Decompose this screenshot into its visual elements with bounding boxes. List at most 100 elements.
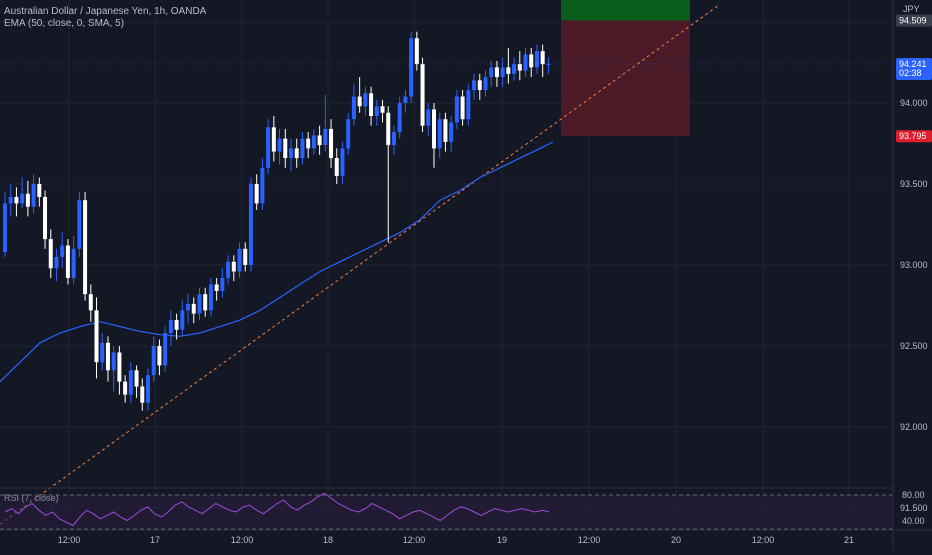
stop-price-badge-bg: [896, 130, 932, 143]
candle-body: [323, 128, 328, 146]
candle: [403, 90, 408, 113]
candle-body: [231, 261, 236, 272]
candle: [426, 103, 431, 136]
candle: [203, 287, 208, 317]
symbol-title: Australian Dollar / Japanese Yen, 1h, OA…: [4, 6, 207, 17]
candle-body: [506, 67, 511, 74]
candle-body: [363, 93, 368, 107]
time-axis[interactable]: 12:00 17 12:00 18 12:00 19 12:00 20 12:00 21: [0, 529, 932, 545]
candle-body: [248, 184, 253, 265]
candle: [14, 187, 19, 217]
candle: [197, 287, 202, 321]
candle: [397, 96, 402, 139]
candle: [374, 99, 379, 126]
candle-body: [180, 310, 185, 330]
time-tick-label: 12:00: [752, 535, 775, 545]
candle-body: [529, 54, 534, 68]
candle-body: [386, 112, 391, 146]
candle: [77, 192, 82, 257]
candle: [163, 326, 168, 372]
candle: [380, 99, 385, 123]
candle: [151, 336, 156, 382]
candle-body: [203, 294, 208, 311]
candle: [174, 313, 179, 340]
candle: [283, 128, 288, 168]
candle-body: [517, 64, 522, 71]
candle: [88, 284, 93, 322]
candle: [449, 115, 454, 152]
target-zone: [561, 0, 690, 21]
candle: [289, 138, 293, 172]
candle: [100, 333, 105, 371]
candle-body: [43, 196, 48, 240]
candle-body: [14, 196, 19, 204]
candle-body: [494, 67, 499, 78]
candle-body: [37, 184, 42, 197]
price-tick-label: 92.500: [900, 341, 928, 351]
candle: [460, 90, 465, 126]
candle: [472, 73, 477, 100]
candle-body: [317, 135, 322, 146]
candle: [37, 177, 42, 207]
candle-body: [311, 135, 316, 149]
current-price-badge-bg: [896, 57, 932, 80]
candle-body: [414, 38, 419, 65]
candle-body: [443, 119, 448, 142]
candle-body: [111, 352, 116, 371]
candle-body: [403, 96, 408, 103]
candle-body: [369, 93, 374, 116]
candle: [243, 242, 248, 272]
candle-body: [391, 132, 396, 146]
price-tick-label: 92.000: [900, 422, 928, 432]
candle-body: [208, 284, 213, 311]
candle: [117, 346, 122, 395]
price-axis[interactable]: JPY97.00096.50095.50095.00094.00093.5009…: [892, 0, 928, 550]
candle: [123, 375, 128, 403]
candle-body: [334, 158, 339, 176]
candle: [248, 177, 253, 272]
candle-body: [94, 310, 99, 363]
candle-body: [8, 196, 13, 204]
candle: [134, 365, 139, 398]
candle-body: [134, 370, 139, 387]
price-tick-label: 91.500: [900, 503, 928, 513]
rsi-40-label: 40.00: [902, 516, 925, 526]
candle-body: [65, 245, 70, 278]
time-tick-label: 12:00: [403, 535, 426, 545]
candle: [420, 57, 425, 133]
candle: [317, 125, 322, 155]
candle: [3, 192, 7, 257]
candle: [71, 235, 76, 285]
candle-body: [283, 138, 288, 159]
candle: [483, 70, 488, 97]
candle: [534, 44, 539, 74]
candle: [369, 86, 374, 126]
candle-body: [289, 148, 293, 159]
candle: [111, 346, 116, 392]
candle-body: [254, 184, 259, 204]
candle-body: [271, 127, 276, 152]
candle-body: [409, 38, 414, 97]
candle-body: [512, 64, 517, 74]
candle: [191, 297, 196, 324]
price-tick-label: 93.500: [900, 179, 928, 189]
candle-body: [546, 64, 551, 66]
candle-body: [420, 64, 425, 126]
candle-body: [220, 277, 225, 291]
candle-body: [300, 138, 305, 159]
candle: [340, 141, 345, 184]
candle: [334, 148, 339, 184]
candle: [208, 277, 213, 317]
candle: [60, 232, 65, 269]
candle-body: [168, 320, 173, 334]
candle: [231, 255, 236, 282]
candle: [500, 57, 505, 87]
candle-body: [477, 80, 482, 91]
long-position-tool[interactable]: [561, 0, 690, 137]
candle-body: [277, 138, 282, 152]
candle-body: [489, 67, 494, 78]
rsi-pane: 80.00 40.00: [0, 487, 925, 530]
candle: [443, 112, 448, 152]
